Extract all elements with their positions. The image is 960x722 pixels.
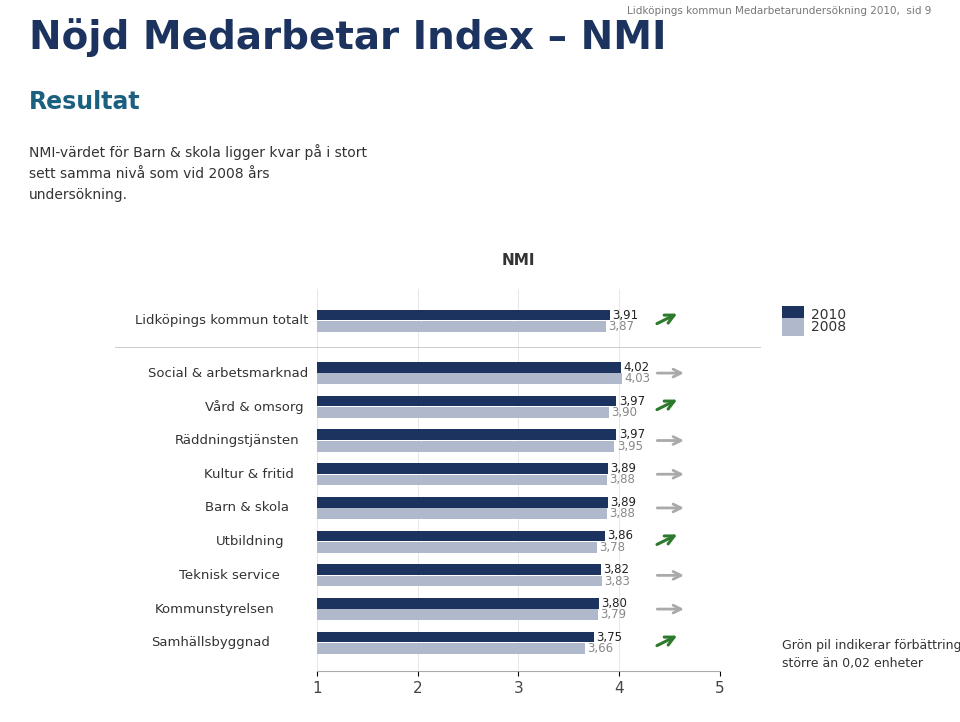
Bar	[317, 598, 599, 609]
Bar	[317, 609, 598, 620]
Text: Samhällsbyggnad: Samhällsbyggnad	[151, 636, 270, 649]
Bar	[317, 632, 594, 643]
Bar	[317, 542, 597, 553]
Text: Kultur & fritid: Kultur & fritid	[204, 468, 294, 481]
Text: 3,87: 3,87	[609, 320, 635, 333]
Text: 3,83: 3,83	[605, 575, 631, 588]
Text: 3,79: 3,79	[601, 609, 627, 622]
Text: Grön pil indikerar förbättring
större än 0,02 enheter: Grön pil indikerar förbättring större än…	[782, 639, 960, 670]
Text: NMI-värdet för Barn & skola ligger kvar på i stort
sett samma nivå som vid 2008 : NMI-värdet för Barn & skola ligger kvar …	[29, 144, 367, 201]
Text: Resultat: Resultat	[29, 90, 140, 114]
Text: Nöjd Medarbetar Index – NMI: Nöjd Medarbetar Index – NMI	[29, 18, 666, 57]
Text: Räddningstjänsten: Räddningstjänsten	[175, 434, 300, 447]
Text: NMI: NMI	[502, 253, 535, 268]
Bar	[317, 373, 622, 384]
Text: 3,88: 3,88	[610, 507, 636, 520]
Text: Barn & skola: Barn & skola	[205, 502, 289, 515]
Bar	[317, 430, 616, 440]
Bar	[317, 441, 614, 452]
Text: 3,86: 3,86	[608, 529, 634, 542]
Text: 4,03: 4,03	[625, 373, 651, 386]
Text: Lidköpings kommun Medarbetarundersökning 2010,  sid 9: Lidköpings kommun Medarbetarundersökning…	[627, 6, 931, 16]
Text: 3,75: 3,75	[596, 630, 622, 643]
Text: 3,89: 3,89	[611, 496, 636, 509]
Text: 3,78: 3,78	[600, 541, 626, 554]
Text: 4,02: 4,02	[624, 361, 650, 374]
Text: 3,89: 3,89	[611, 462, 636, 475]
Text: Vård & omsorg: Vård & omsorg	[205, 400, 304, 414]
Bar	[317, 321, 606, 332]
Text: Teknisk service: Teknisk service	[179, 569, 279, 582]
Text: 3,88: 3,88	[610, 474, 636, 487]
Bar	[317, 396, 616, 406]
Bar	[317, 407, 609, 418]
Text: 3,97: 3,97	[618, 428, 645, 441]
Bar	[317, 508, 607, 519]
Bar	[317, 575, 602, 586]
Bar	[317, 531, 605, 542]
Text: 2008: 2008	[811, 320, 847, 334]
Text: 3,95: 3,95	[616, 440, 642, 453]
Text: 3,90: 3,90	[612, 406, 637, 419]
Text: Social & arbetsmarknad: Social & arbetsmarknad	[149, 367, 309, 380]
Bar	[317, 643, 585, 654]
Text: 3,82: 3,82	[604, 563, 630, 576]
Bar	[317, 463, 608, 474]
Text: 3,91: 3,91	[612, 308, 638, 321]
Text: 3,80: 3,80	[602, 597, 628, 610]
Bar	[317, 362, 621, 373]
Bar	[317, 310, 611, 321]
Bar	[317, 497, 608, 508]
Text: 3,97: 3,97	[618, 394, 645, 408]
Bar	[317, 565, 601, 575]
Text: Utbildning: Utbildning	[216, 535, 284, 548]
Text: 2010: 2010	[811, 308, 847, 322]
Text: 3,66: 3,66	[588, 642, 613, 655]
Text: Kommunstyrelsen: Kommunstyrelsen	[156, 603, 275, 616]
Text: Lidköpings kommun totalt: Lidköpings kommun totalt	[135, 314, 309, 327]
Bar	[317, 474, 607, 485]
